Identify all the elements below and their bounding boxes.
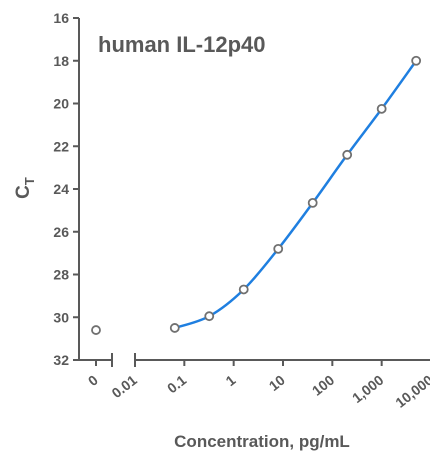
- data-point: [342, 149, 353, 160]
- y-axis-title-subscript: T: [22, 177, 37, 185]
- y-tick-label: 18: [53, 53, 69, 69]
- data-point: [238, 284, 249, 295]
- y-tick-label: 16: [53, 10, 69, 26]
- data-point: [411, 55, 422, 66]
- data-point: [169, 323, 180, 333]
- y-tick-label: 24: [53, 181, 69, 197]
- chart-title: human IL-12p40: [98, 32, 265, 57]
- data-point-zero: [91, 325, 101, 335]
- data-point: [273, 243, 284, 254]
- y-axis-title: CT: [13, 177, 37, 199]
- x-tick-label: 10,000: [392, 372, 430, 411]
- x-tick-label: 1: [223, 372, 239, 390]
- y-tick-label: 20: [53, 96, 69, 112]
- fit-curve-layer: [174, 60, 418, 330]
- y-tick-label: 26: [53, 224, 69, 240]
- y-tick-label: 22: [53, 138, 69, 154]
- x-axis-title: Concentration, pg/mL: [174, 432, 350, 451]
- data-point: [376, 103, 387, 114]
- x-axis: 0 0.01 0.1 1 10 100 1,000 10,000: [79, 353, 430, 411]
- y-axis: 16 18 20 22 24 26 28 30 32: [53, 10, 80, 368]
- x-tick-label: 100: [309, 372, 337, 399]
- x-tick-label: 1,000: [349, 372, 387, 406]
- fit-curve: [174, 60, 418, 330]
- data-points-layer: [91, 55, 422, 335]
- data-point: [204, 311, 215, 322]
- y-tick-label: 32: [53, 352, 69, 368]
- x-tick-label: 0.01: [109, 372, 140, 402]
- y-tick-label: 30: [53, 309, 69, 325]
- y-tick-label: 28: [53, 267, 69, 283]
- x-tick-label: 0: [85, 372, 101, 390]
- x-tick-label: 0.1: [164, 372, 189, 397]
- x-tick-label: 10: [266, 372, 288, 394]
- data-point: [307, 197, 318, 208]
